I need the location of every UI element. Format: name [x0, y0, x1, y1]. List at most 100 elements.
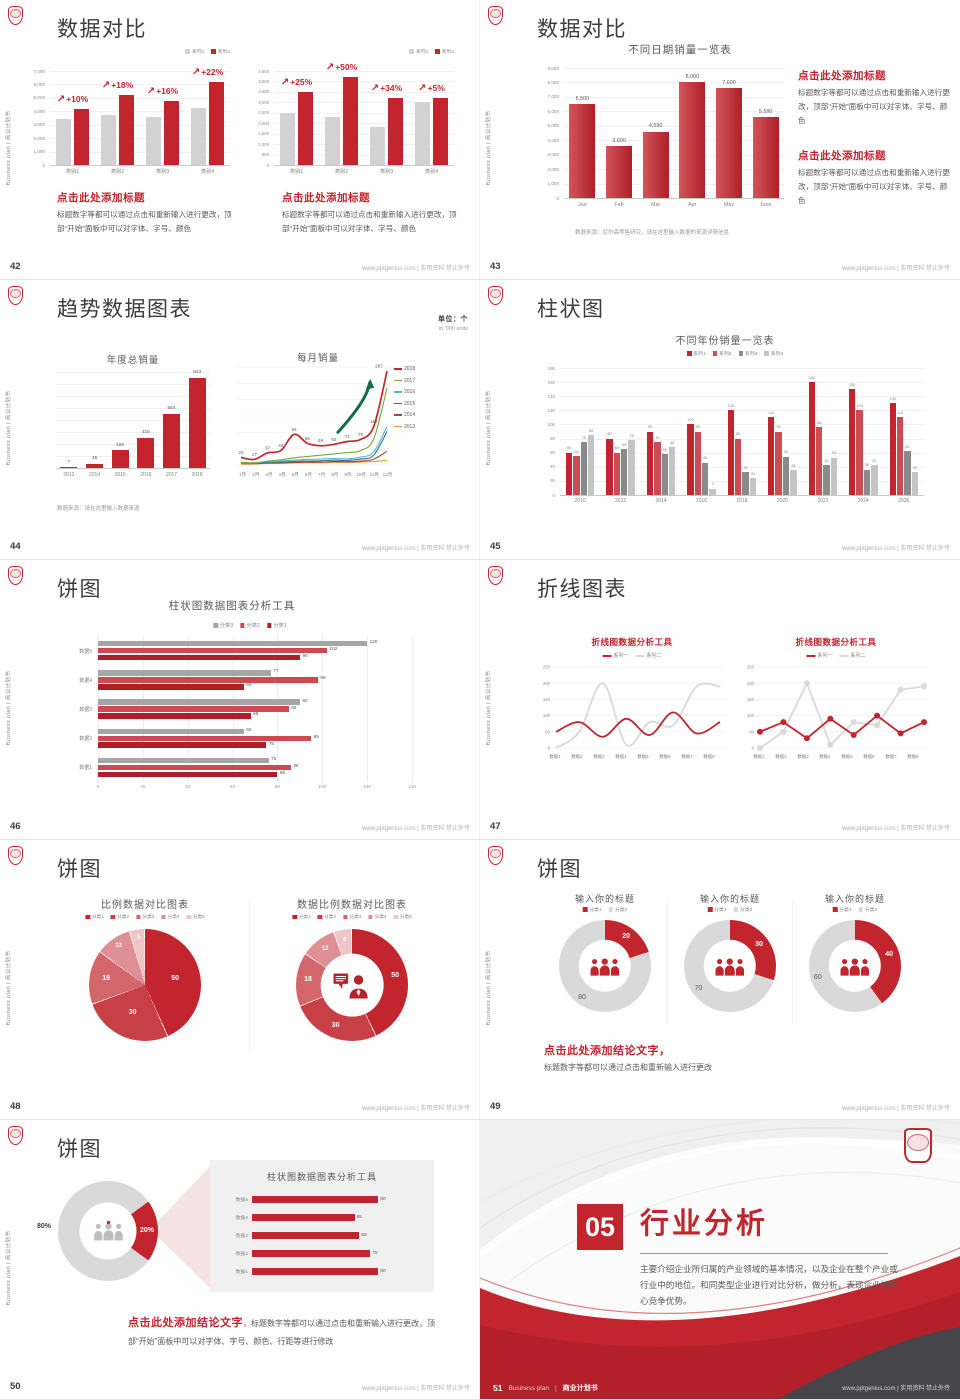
- legend-item: 2016: [394, 389, 428, 395]
- chart-title: 输入你的标题: [574, 894, 635, 904]
- pie-chart: 50 30 18 12 6: [296, 929, 408, 1041]
- bar: [679, 82, 706, 198]
- gridline: [56, 432, 210, 433]
- sidebar-vertical-text: Business plan | 商业计划书: [6, 670, 12, 746]
- ratio-donut-chart: 分类1 分类2 分类3 分类4 分类5 50 30 18 12 6: [272, 914, 432, 1064]
- bar-group: 90 75 58 68: [641, 368, 681, 495]
- x-tick-label: 4月: [278, 472, 286, 477]
- y-category-label: 数据1: [235, 1270, 248, 1276]
- slide-43-data-comparison[interactable]: Business plan | 商业计划书 数据对比 不同日期销量一览表 6,5…: [480, 0, 960, 279]
- slide-42-data-comparison[interactable]: Business plan | 商业计划书 数据对比 系列1 系列2 ↗+10% ↗+…: [0, 0, 480, 279]
- slide-46-horizontal-bars[interactable]: Business plan | 商业计划书 饼图 柱状图数据图表分析工具 分类3…: [0, 560, 480, 839]
- slide-title: 折线图表: [537, 578, 627, 601]
- up-right-arrow-icon: ↗: [325, 62, 335, 74]
- bar-value-label: 90: [302, 698, 308, 704]
- legend-swatch: [292, 914, 297, 920]
- legend-item: 系列4: [764, 350, 783, 357]
- donut-chart: 20% 80%: [37, 1181, 158, 1281]
- gridline: [56, 396, 210, 397]
- page-number: 44: [10, 541, 21, 552]
- bar: [137, 437, 155, 468]
- slice-label: 30: [755, 940, 763, 948]
- bar: 36: [863, 463, 871, 495]
- slice-label: 70: [694, 985, 703, 992]
- bar-value-label: 85: [589, 428, 594, 433]
- y-tick-label: 6,000: [547, 108, 560, 114]
- plot-area: 120 102 90 77 98 65 90 85 68 65 95 75 76 86 80: [98, 636, 413, 782]
- slide-title: 柱状图: [537, 298, 605, 321]
- slide-45-column-chart[interactable]: Business plan | 商业计划书 柱状图 不同年份销量一览表 系列1 系…: [480, 280, 960, 559]
- university-logo-icon: [488, 6, 503, 25]
- legend-line-swatch: [394, 402, 402, 405]
- bar-value-label: 564: [167, 406, 176, 412]
- slide-title: 饼图: [57, 578, 102, 601]
- slice-label: 18: [304, 976, 312, 984]
- slide-49-donut-charts[interactable]: Business plan | 商业计划书 饼图 输入你的标题 分类1 分类2 20…: [480, 840, 960, 1119]
- body-text: 标题数字等都可以通过点击和重新输入进行更改，顶部“开始”面板中可以对字体、字号、…: [798, 88, 950, 126]
- bar: 65: [621, 443, 628, 495]
- bar: [98, 654, 300, 661]
- x-tick-label: 11月: [369, 472, 379, 477]
- bar-value-label: 186: [116, 442, 125, 448]
- bar-value-label: 102: [329, 647, 338, 653]
- legend-label: 2018: [404, 366, 416, 372]
- slice-label: 18: [102, 975, 111, 983]
- divider: [249, 900, 250, 1050]
- gridline: [560, 396, 924, 398]
- bar: [98, 699, 300, 705]
- slice-label: 5: [137, 935, 141, 941]
- bar: [101, 114, 117, 165]
- page-number: 50: [10, 1381, 21, 1392]
- bar-value-label: 90: [302, 654, 308, 660]
- legend: 系列一 系列二: [806, 652, 866, 659]
- y-tick-label: 4,000: [33, 108, 46, 114]
- bar-value-label: 3,600: [612, 137, 626, 144]
- chart-title: 不同年份销量一览表: [675, 336, 775, 347]
- bar-value-label: 90: [776, 425, 781, 429]
- legend-item: 分类1: [266, 622, 287, 629]
- bar: [569, 104, 596, 198]
- bar: 120: [727, 404, 735, 495]
- x-category-label: 2016: [695, 498, 708, 504]
- legend-label: 系列1: [693, 352, 706, 357]
- legend-item: 分类1: [582, 906, 602, 913]
- slide-48-pie-charts[interactable]: Business plan | 商业计划书 饼图 比例数据对比图表 分类1 分类2…: [0, 840, 480, 1119]
- x-category-label: 2014: [88, 471, 101, 478]
- outside-label: 80%: [37, 1223, 52, 1230]
- bar-value-label: 60: [566, 446, 572, 451]
- slide-47-line-charts[interactable]: Business plan | 商业计划书 折线图表 折线图数据分析工具 系列一…: [480, 560, 960, 839]
- yearly-grouped-bar-chart: 系列1 系列2 系列3 系列4 60 55 75 85 80 60 65 78 90 75 58 68 100 9…: [544, 350, 926, 508]
- legend-label: 分类1: [589, 908, 602, 913]
- bar-group: 120 80 32 24: [722, 368, 762, 495]
- x-category-label: 类别1: [65, 169, 80, 175]
- bar: [252, 1195, 379, 1203]
- x-tick-label: 8月: [331, 472, 339, 477]
- slide-51-section-industry-analysis[interactable]: 05 行业分析 主要介绍企业所归属的产业领域的基本情况，以及企业在整个产业或行业…: [480, 1120, 960, 1399]
- legend: 系列1 系列2 系列3 系列4: [686, 350, 783, 357]
- legend-label: 系列二: [646, 653, 662, 659]
- swoosh-background: [480, 1120, 960, 1399]
- bar-value-label: 65: [246, 727, 252, 733]
- bar-group: 160 96 42 53: [803, 368, 843, 495]
- x-category-label: 类别1: [289, 169, 304, 175]
- bar-value-label: 86: [293, 764, 299, 769]
- legend: 分类1 分类2: [832, 906, 877, 913]
- legend-label: 分类5: [399, 914, 412, 919]
- donut-chart: 40 60: [809, 920, 901, 1012]
- page-number: 42: [10, 261, 21, 272]
- page-number: 47: [490, 821, 501, 832]
- legend-item: 2013: [394, 424, 428, 430]
- y-tick-label: 2,000: [547, 166, 560, 172]
- svg-text:50: 50: [749, 729, 754, 734]
- y-tick-label: 1,000: [258, 141, 269, 147]
- legend-label: 系列一: [817, 653, 833, 659]
- slide-44-trend-charts[interactable]: Business plan | 商业计划书 趋势数据图表 单位：个 in '00…: [0, 280, 480, 559]
- bar: 24: [749, 472, 757, 495]
- bar-group: ↗+25%: [274, 71, 319, 165]
- marker-line-chart: 系列一 系列二 0 50 100 150 200 250 数据1 数据2 数据3 数据4 数据5 数据6 数…: [740, 652, 932, 764]
- percent-callout: ↗+25%: [280, 76, 313, 88]
- up-right-arrow-icon: ↗: [56, 93, 66, 105]
- slide-50-pie-with-bars[interactable]: Business plan | 商业计划书 饼图 20% 80% 柱状图数据图表分…: [0, 1120, 480, 1399]
- svg-text:66: 66: [305, 436, 311, 441]
- bar-value-label: 68: [361, 1232, 367, 1238]
